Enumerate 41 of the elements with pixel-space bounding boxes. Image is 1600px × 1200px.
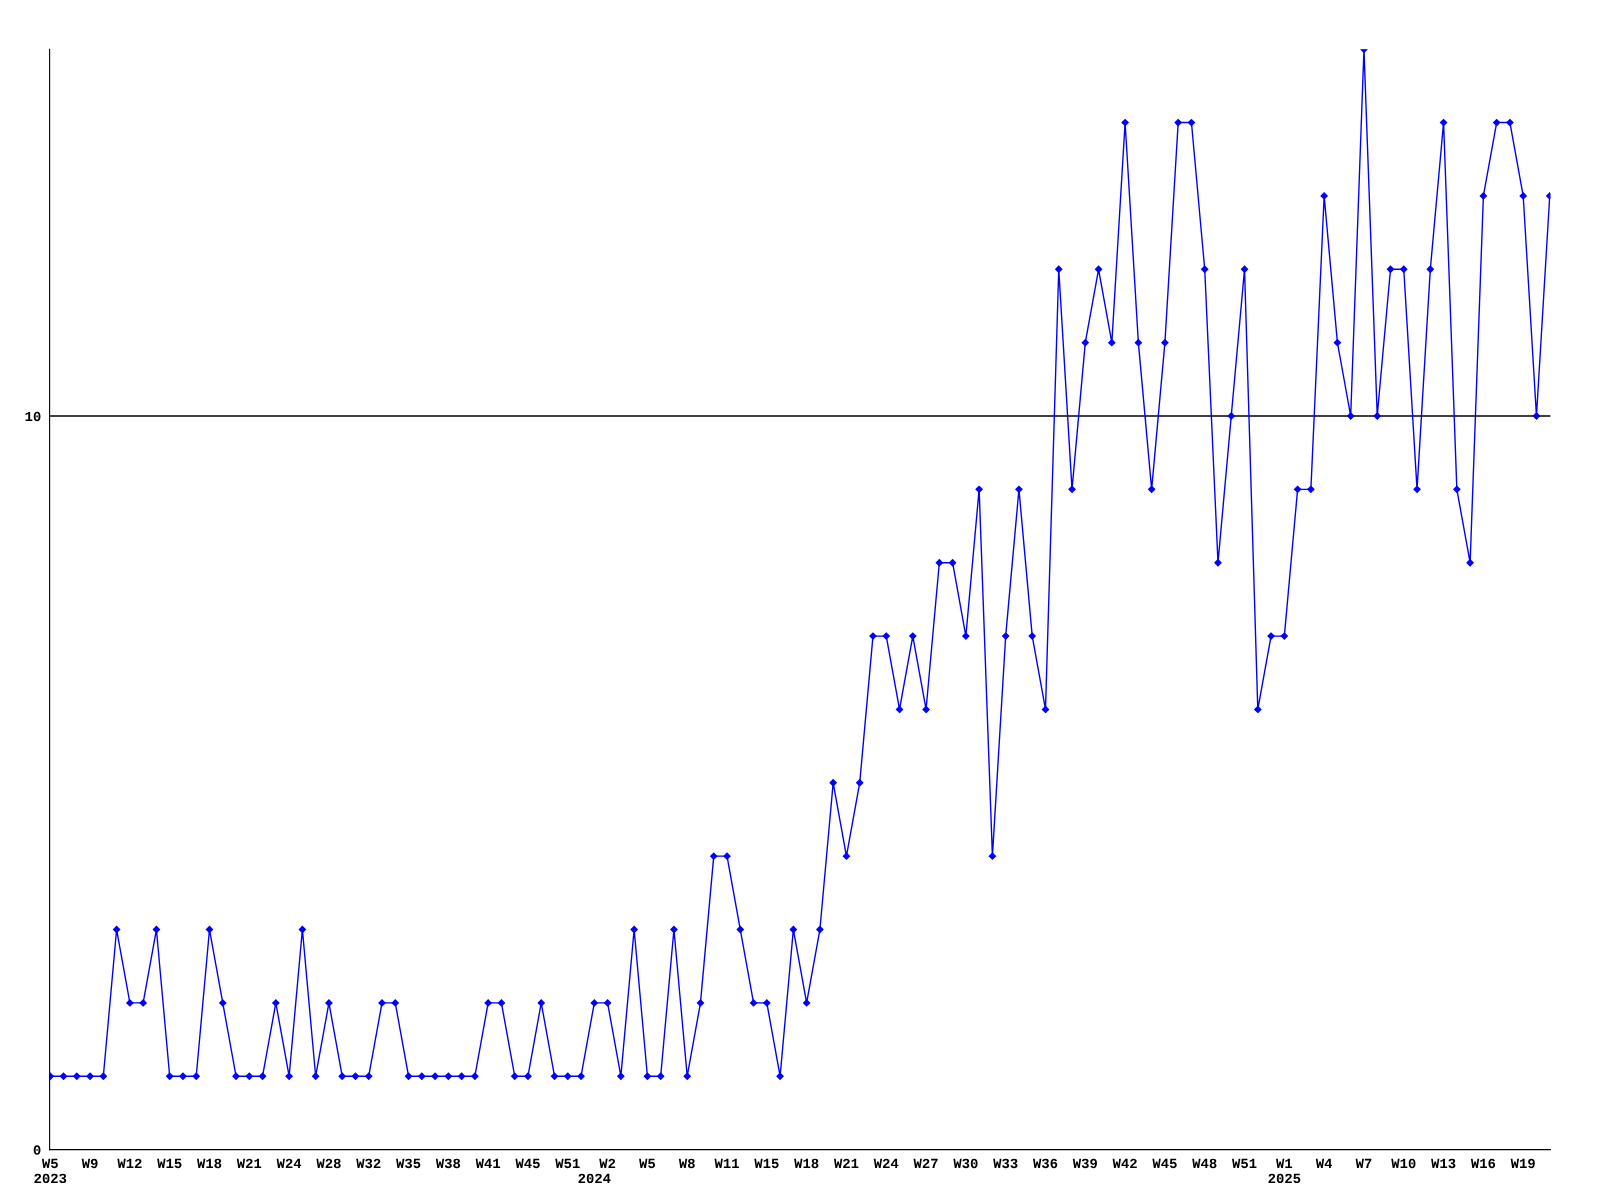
x-tick-label: W38 bbox=[435, 1158, 461, 1169]
x-tick-label: W45 bbox=[515, 1158, 540, 1169]
x-tick-label: W24 bbox=[873, 1158, 899, 1168]
x-tick-label: W12 bbox=[117, 1158, 142, 1168]
x-tick-label: W5 2023 bbox=[34, 1158, 67, 1184]
x-tick-label: W42 bbox=[1112, 1158, 1137, 1168]
y-tick-label: 10 bbox=[25, 411, 41, 422]
x-tick-label: W2 bbox=[599, 1158, 616, 1168]
x-tick-label: W4 bbox=[1315, 1158, 1333, 1168]
x-tick-label: W24 bbox=[276, 1158, 302, 1168]
x-tick-label: W15 bbox=[754, 1158, 779, 1169]
x-tick-label: W39 bbox=[1072, 1158, 1097, 1169]
x-tick-label: W5 bbox=[639, 1158, 656, 1169]
x-tick-label: W7 bbox=[1355, 1158, 1372, 1168]
x-tick-label: W33 bbox=[993, 1158, 1018, 1169]
x-tick-label: W30 bbox=[953, 1158, 978, 1169]
x-tick-label: W51 bbox=[1232, 1158, 1257, 1169]
x-tick-label: W21 bbox=[833, 1158, 859, 1168]
x-tick-label: W21 bbox=[236, 1158, 262, 1168]
x-tick-label: W36 bbox=[1032, 1158, 1058, 1169]
x-tick-label: W1 2025 bbox=[1268, 1158, 1301, 1184]
x-tick-label: W27 bbox=[913, 1158, 938, 1168]
x-tick-label: 2024 bbox=[578, 1173, 611, 1184]
x-tick-label: W15 bbox=[157, 1158, 182, 1169]
x-tick-label: W35 bbox=[396, 1158, 421, 1169]
x-tick-label: W10 bbox=[1391, 1158, 1416, 1169]
x-tick-label: W51 bbox=[555, 1158, 580, 1169]
x-tick-label: W48 bbox=[1192, 1158, 1217, 1169]
x-tick-label: W9 bbox=[81, 1158, 98, 1169]
x-tick-label: W11 bbox=[714, 1158, 739, 1168]
x-tick-label: W18 bbox=[794, 1158, 819, 1169]
x-tick-label: W41 bbox=[475, 1158, 501, 1168]
x-tick-label: W19 bbox=[1510, 1158, 1535, 1169]
x-tick-label: W18 bbox=[197, 1158, 222, 1169]
x-tick-label: W13 bbox=[1431, 1158, 1456, 1169]
x-tick-label: W45 bbox=[1152, 1158, 1177, 1169]
y-tick-label: 0 bbox=[33, 1145, 41, 1155]
x-tick-label: W16 bbox=[1470, 1158, 1496, 1169]
x-tick-label: W8 bbox=[678, 1158, 695, 1169]
x-tick-label: W32 bbox=[356, 1158, 381, 1169]
x-tick-label: W28 bbox=[316, 1158, 341, 1169]
